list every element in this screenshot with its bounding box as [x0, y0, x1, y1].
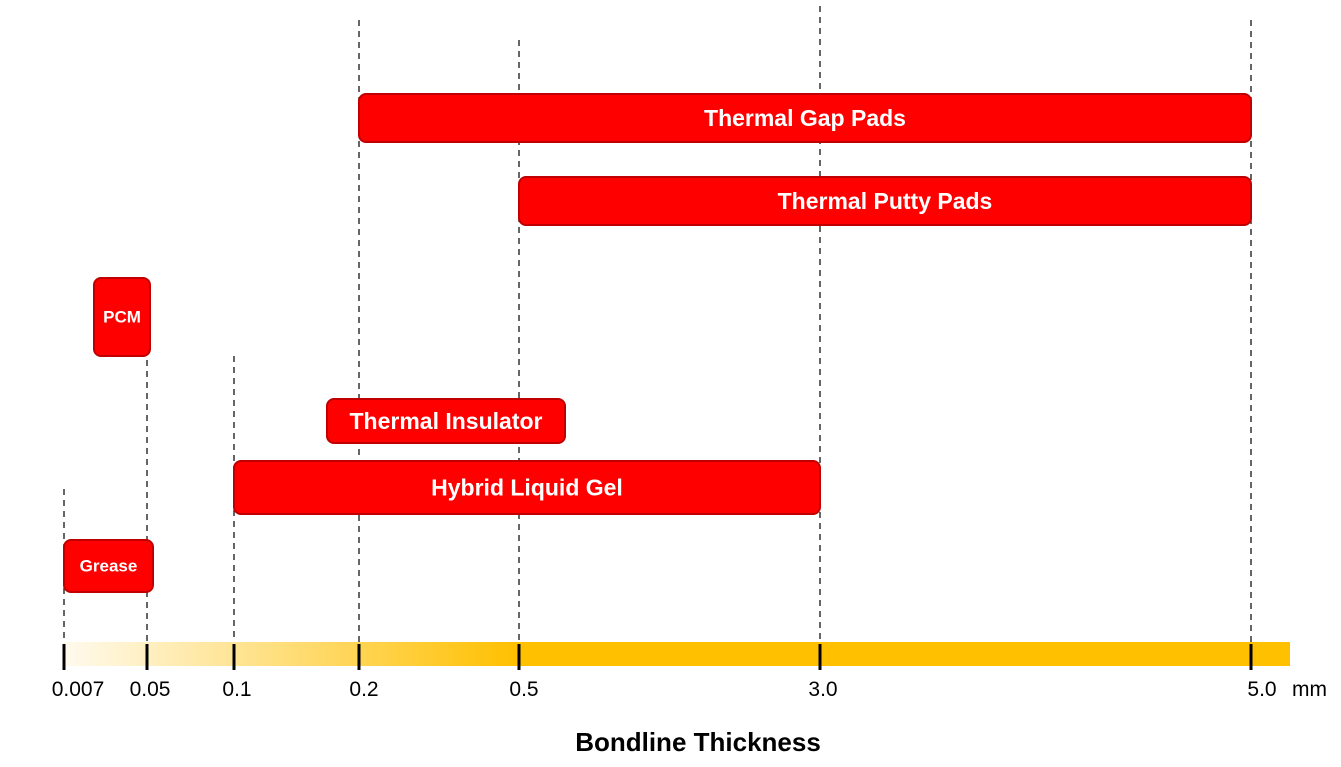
- bar-grease: [63, 539, 154, 593]
- axis-ticks: 0.007 0.05 0.1 0.2 0.5 3.0 5.0: [52, 644, 1277, 701]
- unit-label: mm: [1292, 678, 1327, 701]
- bar-label-grease: Grease: [80, 557, 138, 576]
- tick-label-0.007: 0.007: [52, 678, 105, 701]
- bar-label-pcm: PCM: [103, 308, 141, 327]
- bar-label-thermal-gap-pads: Thermal Gap Pads: [704, 105, 906, 131]
- bar-pcm: [93, 277, 151, 357]
- x-axis-title: Bondline Thickness: [575, 727, 821, 757]
- thickness-axis-band: [64, 642, 1290, 666]
- bar-thermal-insulator: [326, 398, 566, 444]
- bar-hybrid-liquid-gel: [233, 460, 821, 515]
- bar-label-hybrid-liquid-gel: Hybrid Liquid Gel: [431, 475, 623, 501]
- bar-label-thermal-putty-pads: Thermal Putty Pads: [778, 188, 993, 214]
- bar-thermal-gap-pads: [358, 93, 1252, 143]
- tick-label-0.5: 0.5: [509, 678, 538, 701]
- range-bars: Thermal Gap Pads Thermal Putty Pads PCM The…: [63, 93, 1252, 593]
- bar-thermal-putty-pads: [518, 176, 1252, 226]
- tick-label-0.1: 0.1: [222, 678, 251, 701]
- tick-label-5.0: 5.0: [1247, 678, 1276, 701]
- bar-label-thermal-insulator: Thermal Insulator: [350, 408, 543, 434]
- tick-label-0.05: 0.05: [130, 678, 171, 701]
- tick-label-3.0: 3.0: [808, 678, 837, 701]
- tick-label-0.2: 0.2: [349, 678, 378, 701]
